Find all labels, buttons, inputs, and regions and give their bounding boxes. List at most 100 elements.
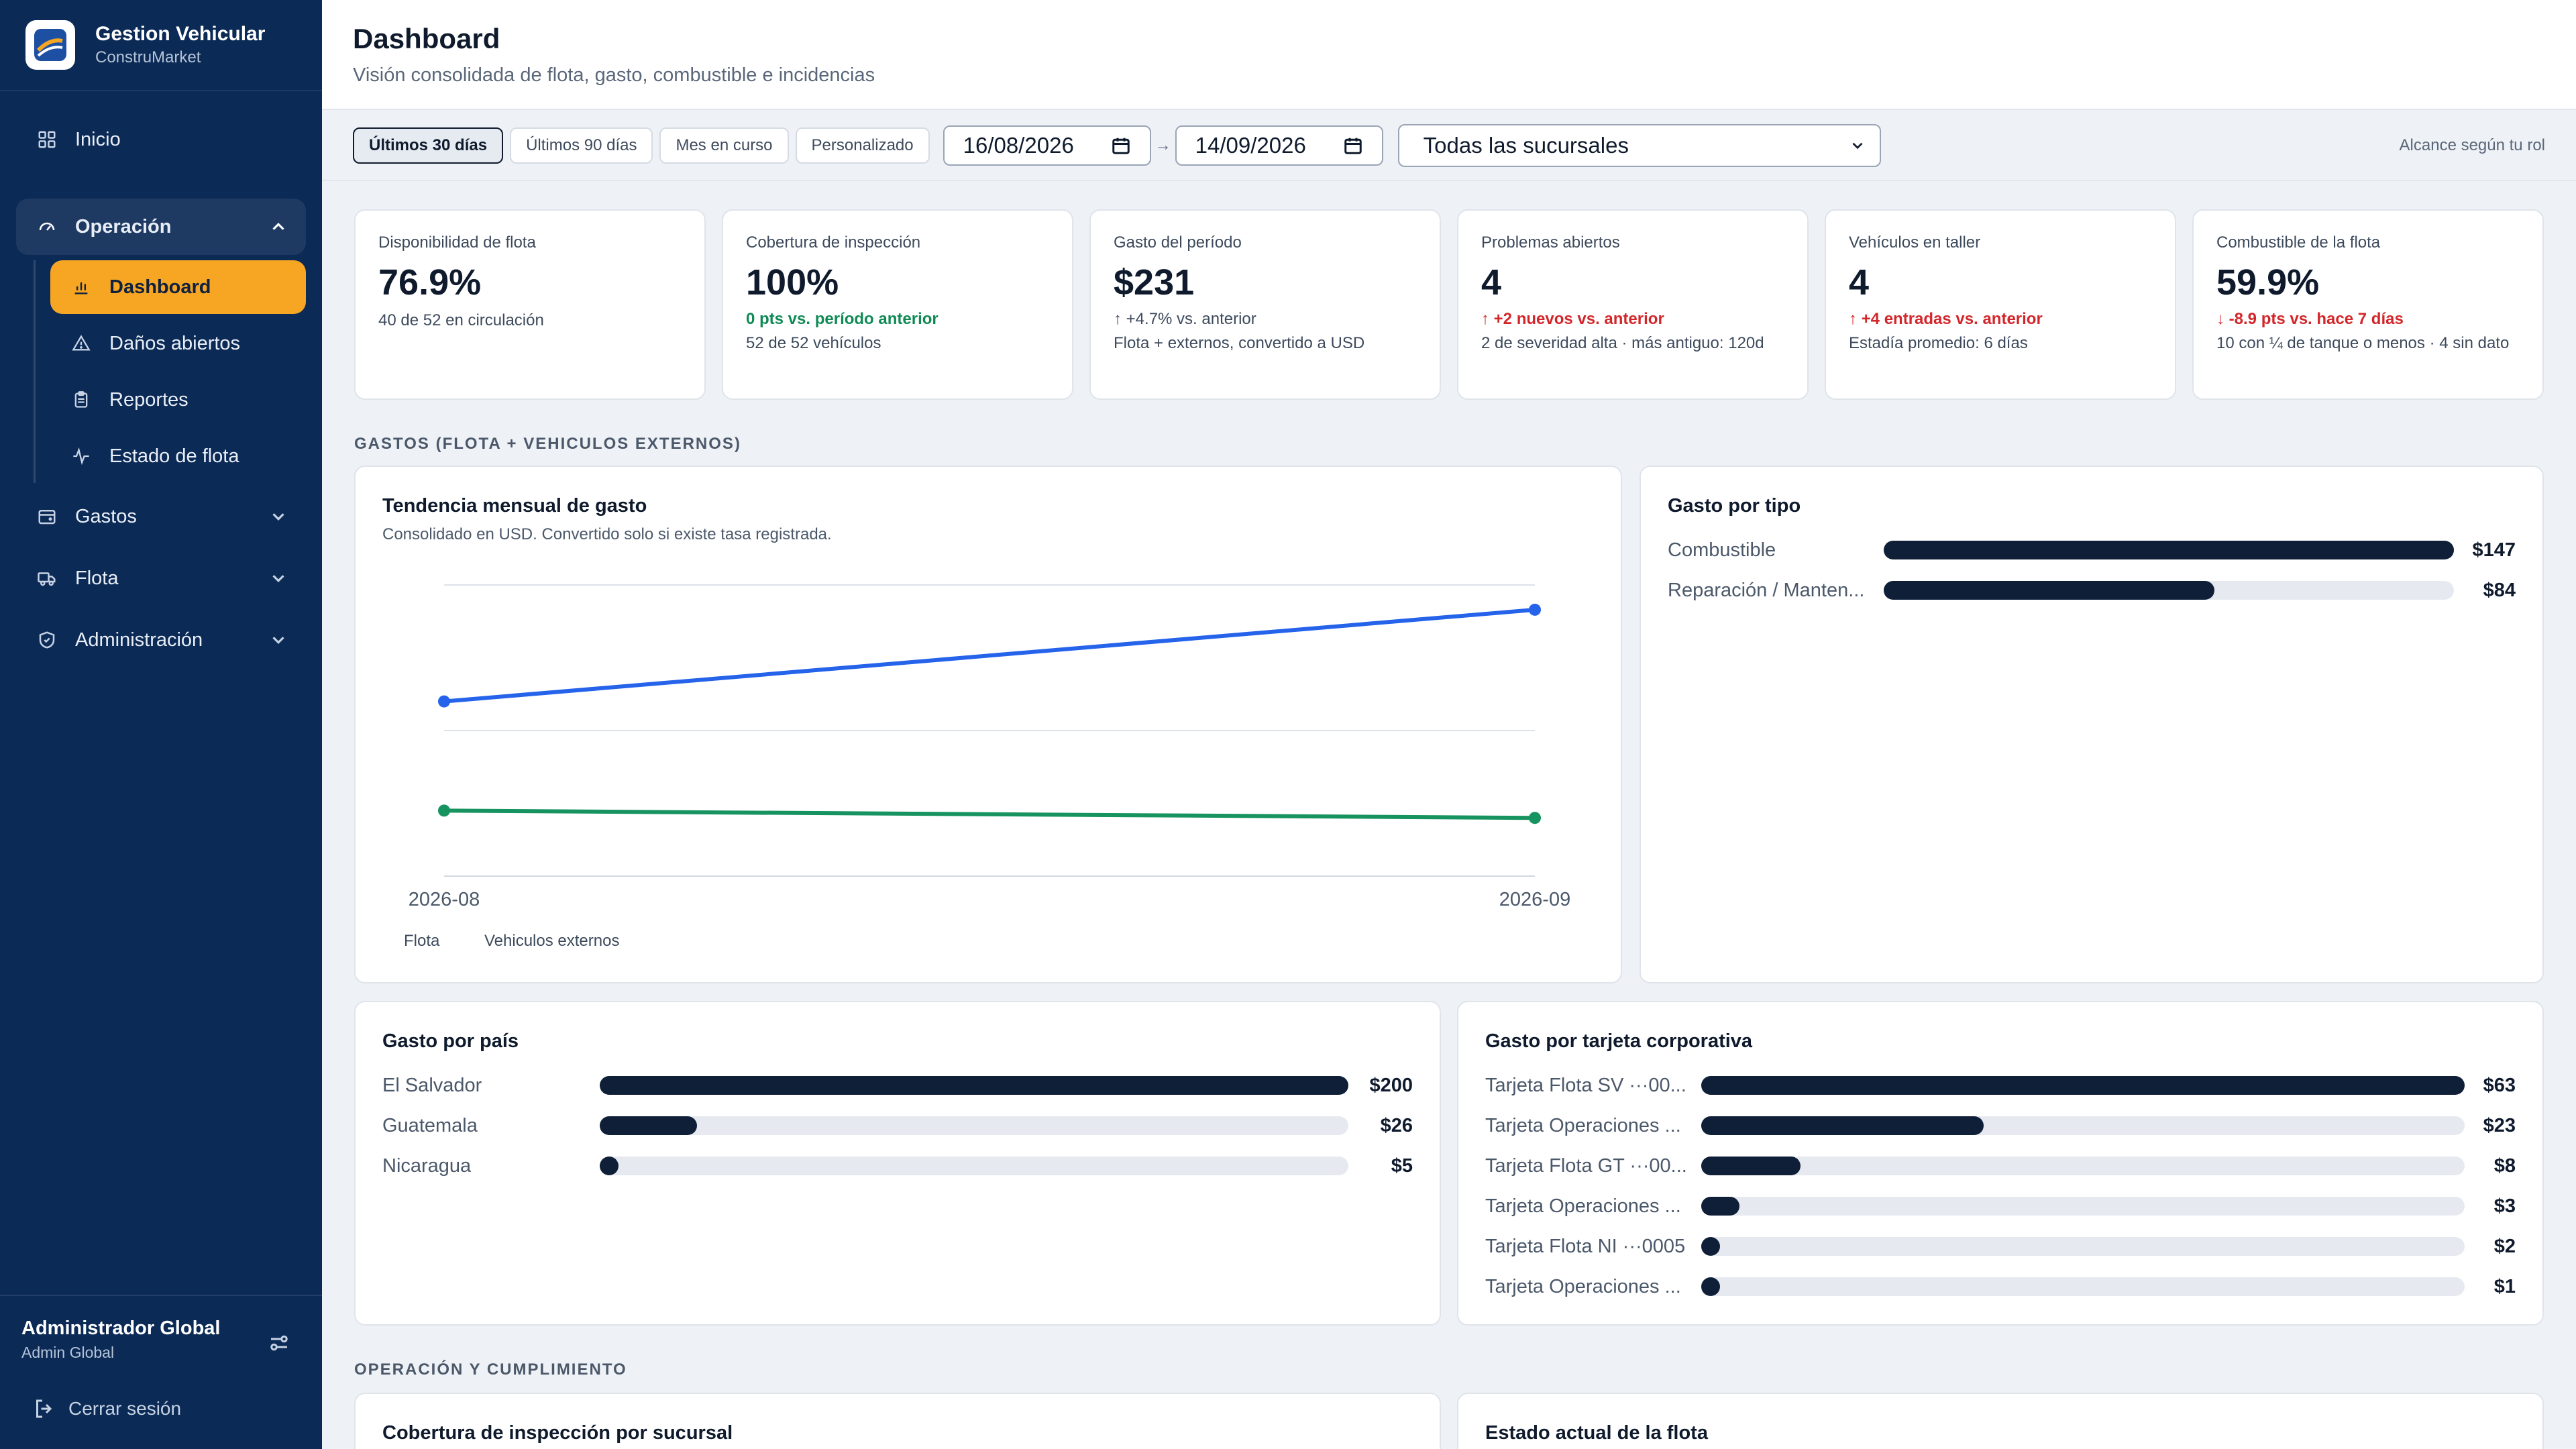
kpi-card-workshop[interactable]: Vehículos en taller 4 ↑ +4 entradas vs. … [1825,209,2176,400]
sidebar-item-danos[interactable]: Daños abiertos [50,317,306,370]
kpi-value: 76.9% [378,262,482,303]
sidebar-item-estado-flota[interactable]: Estado de flota [50,429,306,483]
branch-select-value: Todas las sucursales [1423,133,1629,158]
sidebar-item-flota[interactable]: Flota [16,550,306,606]
kpi-note: 52 de 52 vehículos [746,334,881,352]
bar-track [600,1116,1348,1135]
x-tick-label: 2026-09 [1499,889,1570,910]
kpi-card-spend[interactable]: Gasto del período $231 ↑ +4.7% vs. anter… [1089,209,1441,400]
calendar-icon[interactable] [1111,136,1131,156]
kpi-note: 10 con ¼ de tanque o menos · 4 sin dato [2216,334,2510,352]
kpi-value: $231 [1114,262,1195,303]
bar-value: $5 [1391,1155,1413,1177]
kpi-delta: ↑ +4.7% vs. anterior [1114,310,1256,328]
spend-by-type-card: Gasto por tipo Combustible $147 Reparación… [1640,466,2544,983]
kpi-card-fuel[interactable]: Combustible de la flota 59.9% ↓ -8.9 pts… [2192,209,2544,400]
kpi-label: Vehículos en taller [1849,233,1981,252]
bar-track [600,1076,1348,1095]
bar-row: Tarjeta Flota SV ···00... $63 [1458,1072,2542,1099]
kpi-label: Problemas abiertos [1481,233,1620,252]
kpi-label: Gasto del período [1114,233,1242,252]
chevron-down-icon [272,637,284,644]
bar-fill [1701,1157,1801,1175]
sidebar-item-reportes[interactable]: Reportes [50,373,306,427]
bar-value: $8 [2493,1155,2516,1177]
date-to-value: 14/09/2026 [1195,133,1306,158]
scope-note: Alcance según tu rol [2399,136,2545,154]
fleet-state-card: Estado actual de la flota [1457,1393,2544,1449]
page-header: Dashboard Visión consolidada de flota, g… [322,0,2576,110]
chip-last-90[interactable]: Últimos 90 días [510,127,653,164]
branch-select[interactable]: Todas las sucursales [1397,124,1881,167]
bar-track [1701,1076,2465,1095]
wallet-icon [34,503,60,530]
spend-by-corporate-card-card: Gasto por tarjeta corporativa Tarjeta Fl… [1457,1001,2544,1326]
kpi-value: 100% [746,262,839,303]
chevron-down-icon [272,513,284,521]
page-subtitle: Visión consolidada de flota, gasto, comb… [353,64,875,86]
sidebar-item-label: Reportes [109,388,189,411]
bar-fill [1701,1197,1739,1216]
date-from-input[interactable]: 16/08/2026 [943,125,1151,166]
bar-track [1701,1277,2465,1296]
trend-line-chart: 2026-08 2026-09 Flota Vehiculos externos [404,584,1570,950]
logout-button[interactable]: Cerrar sesión [32,1397,301,1421]
bar-label: Guatemala [382,1114,478,1136]
bar-row: Tarjeta Operaciones ... $23 [1458,1112,2542,1139]
operacion-submenu: Dashboard Daños abiertos Reportes Estado… [34,260,322,483]
sidebar-item-label: Flota [75,567,119,589]
logout-label: Cerrar sesión [68,1398,182,1419]
sidebar-item-gastos[interactable]: Gastos [16,488,306,545]
kpi-card-issues[interactable]: Problemas abiertos 4 ↑ +2 nuevos vs. ant… [1457,209,1809,400]
bar-label: El Salvador [382,1074,482,1096]
bar-fill [600,1157,619,1175]
arrow-right-icon: → [1155,136,1171,154]
bar-track [1701,1237,2465,1256]
logo-icon [34,29,66,61]
bar-fill [1701,1277,1720,1296]
bar-value: $84 [2483,579,2516,601]
sidebar-item-inicio[interactable]: Inicio [16,111,306,168]
bar-label: Reparación / Manten... [1668,579,1865,601]
bar-track [1884,581,2454,600]
bar-row: Guatemala $26 [356,1112,1440,1139]
activity-icon [68,443,95,470]
kpi-card-availability[interactable]: Disponibilidad de flota 76.9% 40 de 52 e… [354,209,706,400]
user-role: Admin Global [21,1344,115,1361]
card-subtitle: Consolidado en USD. Convertido solo si e… [382,525,832,543]
logout-icon [36,1399,52,1418]
legend-item: Vehiculos externos [484,932,619,950]
bar-value: $147 [2472,539,2516,561]
chip-custom[interactable]: Personalizado [795,127,930,164]
bar-row: Reparación / Manten... $84 [1641,577,2542,604]
series-line-0 [442,607,1537,704]
settings-sliders-icon[interactable] [267,1331,291,1355]
calendar-icon[interactable] [1343,136,1363,156]
user-name: Administrador Global [21,1318,221,1339]
card-title: Cobertura de inspección por sucursal [382,1422,733,1444]
kpi-delta: ↓ -8.9 pts vs. hace 7 días [2216,310,2404,328]
bar-row: Combustible $147 [1641,537,2542,564]
sidebar-item-operacion[interactable]: Operación [16,199,306,255]
sidebar-item-dashboard[interactable]: Dashboard [50,260,306,314]
kpi-card-inspection[interactable]: Cobertura de inspección 100% 0 pts vs. p… [722,209,1073,400]
card-title: Gasto por tarjeta corporativa [1485,1030,1753,1052]
data-point [438,695,450,708]
card-title: Tendencia mensual de gasto [382,495,647,517]
brand[interactable]: Gestion Vehicular ConstruMarket [0,0,322,91]
page-title: Dashboard [353,23,500,54]
sidebar: Gestion Vehicular ConstruMarket Inicio O… [0,0,322,1449]
date-to-input[interactable]: 14/09/2026 [1175,125,1383,166]
bar-fill [1701,1076,2465,1095]
chip-current-month[interactable]: Mes en curso [659,127,789,164]
bar-label: Combustible [1668,539,1776,561]
date-from-value: 16/08/2026 [963,133,1074,158]
bar-fill [600,1076,1348,1095]
filter-bar: Últimos 30 días Últimos 90 días Mes en c… [322,111,2576,181]
sidebar-item-administracion[interactable]: Administración [16,612,306,668]
bar-row: Nicaragua $5 [356,1152,1440,1179]
bar-track [1701,1157,2465,1175]
chevron-up-icon [272,223,284,230]
x-tick-label: 2026-08 [409,889,480,910]
chip-last-30[interactable]: Últimos 30 días [353,127,504,164]
